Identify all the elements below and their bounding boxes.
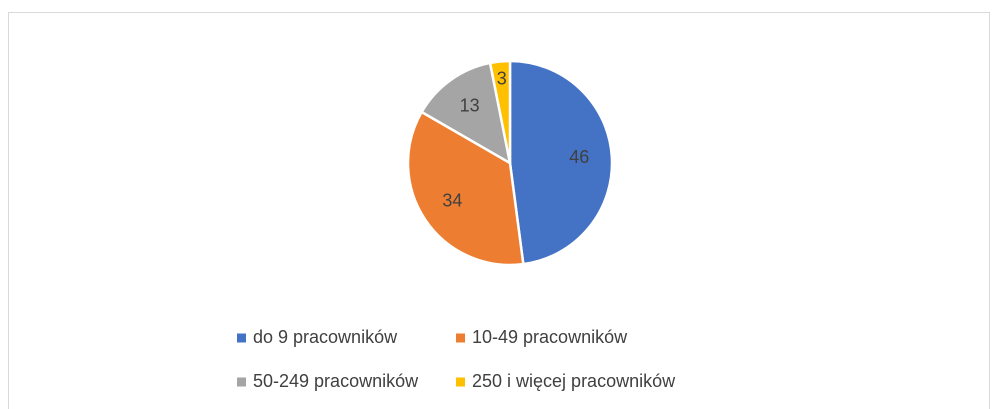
data-label: 3 — [497, 69, 507, 89]
pie-slice — [406, 110, 525, 267]
legend-label: do 9 pracowników — [253, 327, 398, 347]
legend-label: 10-49 pracowników — [472, 327, 628, 347]
legend-swatch — [237, 377, 246, 387]
data-label: 34 — [442, 190, 462, 210]
legend-swatch — [456, 333, 465, 343]
pie-slice — [508, 59, 614, 266]
legend-label: 250 i więcej pracowników — [472, 371, 676, 391]
pie-slice — [420, 61, 512, 165]
data-label: 46 — [569, 147, 589, 167]
pie-slice — [488, 59, 512, 165]
legend-swatch — [237, 333, 246, 343]
legend-swatch — [456, 377, 465, 387]
data-label: 13 — [460, 95, 480, 115]
legend-label: 50-249 pracowników — [253, 371, 419, 391]
